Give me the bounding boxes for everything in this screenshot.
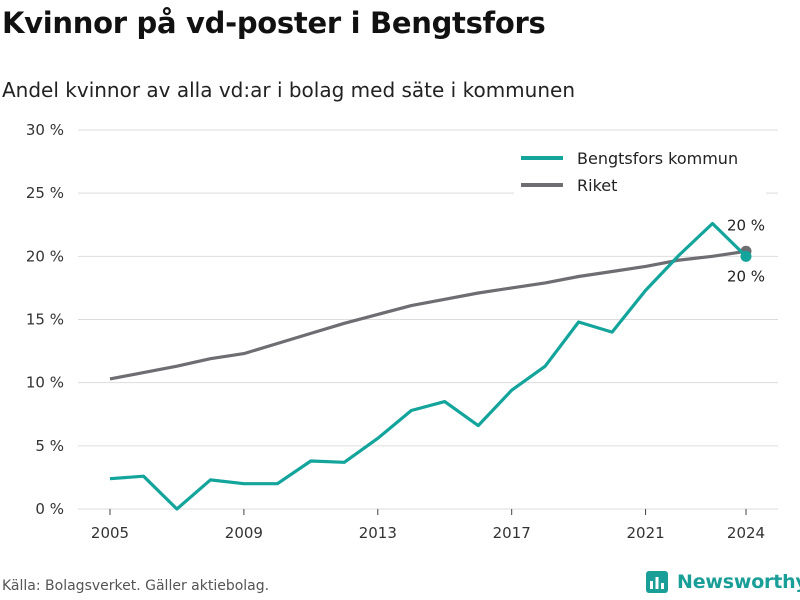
x-tick-label: 2017: [493, 524, 531, 542]
y-tick-label: 30 %: [26, 121, 64, 139]
end-labels: 20 % 20 %: [727, 216, 765, 285]
legend-label-bengtsfors: Bengtsfors kommun: [577, 149, 738, 168]
newsworthy-logo-icon: [646, 571, 668, 593]
chart-title: Kvinnor på vd-poster i Bengtsfors: [2, 6, 546, 40]
x-tick-label: 2024: [727, 524, 765, 542]
x-tick-label: 2013: [359, 524, 397, 542]
legend-label-riket: Riket: [577, 176, 617, 195]
y-tick-label: 10 %: [26, 374, 64, 392]
y-tick-label: 15 %: [26, 311, 64, 329]
x-tick-label: 2021: [626, 524, 664, 542]
x-tick-label: 2009: [225, 524, 263, 542]
series-line-riket: [109, 249, 747, 381]
end-label-riket: 20 %: [727, 216, 765, 234]
chart-subtitle: Andel kvinnor av alla vd:ar i bolag med …: [2, 78, 575, 102]
series-lines: [109, 221, 752, 511]
x-axis-ticks: 2005 2009 2013 2017 2021 2024: [91, 509, 765, 542]
end-point-bengtsfors: [740, 250, 752, 262]
brand-logo: Newsworthy: [645, 570, 800, 594]
series-line-bengtsfors: [109, 221, 748, 511]
y-tick-label: 20 %: [26, 247, 64, 265]
source-note: Källa: Bolagsverket. Gäller aktiebolag.: [2, 578, 270, 594]
legend-background: [514, 143, 766, 199]
y-tick-label: 0 %: [35, 500, 64, 518]
y-tick-label: 5 %: [35, 437, 64, 455]
y-axis-ticks: 0 % 5 % 10 % 15 % 20 % 25 % 30 %: [26, 121, 64, 518]
end-label-bengtsfors: 20 %: [727, 267, 765, 285]
legend: Bengtsfors kommun Riket: [514, 143, 766, 199]
y-tick-label: 25 %: [26, 184, 64, 202]
brand-name: Newsworthy: [677, 571, 800, 593]
x-tick-label: 2005: [91, 524, 129, 542]
line-chart: 0 %5 %10 %15 %20 %25 %30 % 2005 2009 2013 2…: [26, 121, 778, 542]
